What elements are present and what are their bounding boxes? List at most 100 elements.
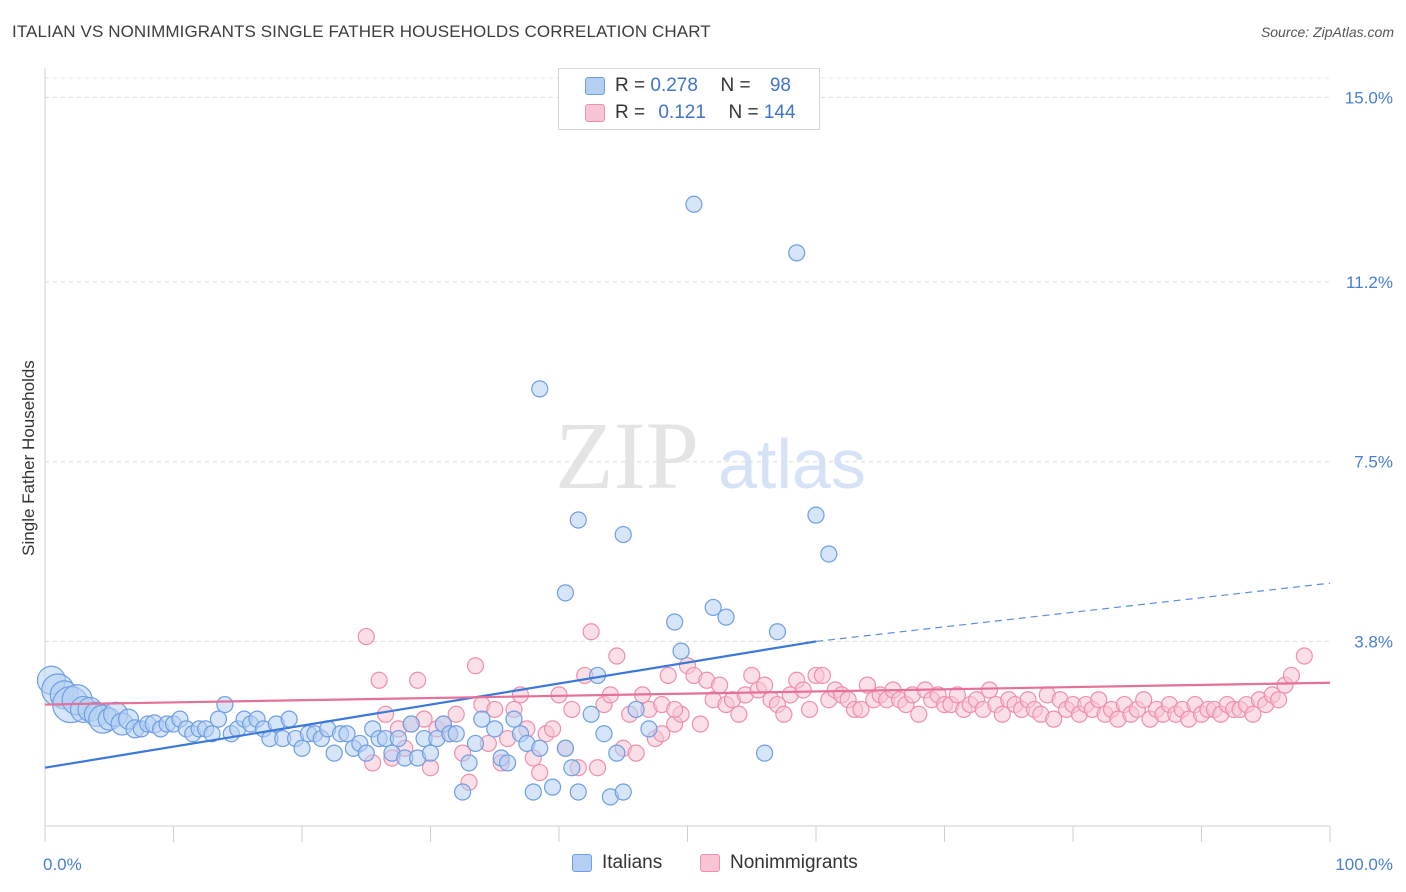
nonimmigrants-point [608,647,626,665]
y-axis-label: Single Father Households [19,360,38,556]
nonimmigrants-point [376,705,395,723]
legend-r-label: R = [615,102,651,123]
watermark-atlas: atlas [718,425,866,503]
italians-point [338,725,356,743]
legend-r-label: R = [615,75,651,96]
nonimmigrants-point [858,676,877,694]
italians-point [820,545,838,563]
italians-point [216,695,234,714]
italians-point [556,584,575,602]
nonimmigrants-trend-line [44,681,1331,706]
italians-point [543,778,562,796]
italians-point [614,525,632,544]
legend-n-label: N = [720,75,756,96]
legend-swatch-italians [585,77,605,95]
nonimmigrants-point [370,671,388,689]
nonimmigrants-point [1295,647,1313,665]
italians-point [556,739,575,757]
nonimmigrants-point [627,744,645,762]
chart-title: ITALIAN VS NONIMMIGRANTS SINGLE FATHER H… [12,22,711,41]
legend-r-value: 0.278 [650,75,698,96]
legend-n-value: 98 [769,75,791,96]
italians-point [768,623,787,641]
legend-n-value: 144 [763,102,796,123]
legend-label-nonimmigrants: Nonimmigrants [730,852,858,873]
italians-point [402,715,420,733]
legend-n-label: N = [728,102,764,123]
italians-point [421,744,440,762]
tick-labels: 3.8% 7.5% 11.2% 15.0% 0.0% 100.0% [43,88,1393,874]
italians-point [807,506,825,524]
nonimmigrants-point [730,705,748,723]
legend-swatch-nonimmigrants [700,854,720,872]
nonimmigrants-point [447,705,465,723]
stats-legend: R = 0.278 N = 98 R = 0.121 N = 144 [558,68,820,130]
nonimmigrants-point [813,666,832,685]
italians-point [755,744,774,762]
italians-point [325,744,343,762]
nonimmigrants-point [948,686,966,704]
nonimmigrants-point [755,676,774,694]
nonimmigrants-point [531,763,549,782]
nonimmigrants-point [800,700,819,719]
italians-point [563,759,581,777]
nonimmigrants-point [1135,691,1153,709]
nonimmigrants-point [691,715,709,733]
nonimmigrants-point [743,666,761,685]
italians-point [447,725,465,743]
watermark-zip: ZIP [555,402,699,509]
italians-point [524,783,542,801]
italians-point [486,720,504,738]
nonimmigrants-point [980,681,999,699]
nonimmigrants-points [357,623,1313,791]
x-tick-label: 100.0% [1335,855,1393,874]
nonimmigrants-point [588,759,607,777]
nonimmigrants-point [666,700,684,719]
legend-label-italians: Italians [602,852,663,873]
nonimmigrants-point [1269,691,1288,709]
italians-point [466,734,485,753]
italians-point [595,725,613,743]
italians-point [672,642,690,660]
legend-swatch-italians [572,854,592,872]
nonimmigrants-point [409,671,427,689]
italians-point [608,744,626,762]
italians-trend-extension [815,582,1331,643]
italians-trend-line [44,640,817,769]
italians-point [203,725,221,743]
trend-lines [44,582,1331,769]
italians-point [293,739,311,757]
grid-lines [45,77,1330,642]
nonimmigrants-point [582,623,600,641]
italians-point [666,613,684,631]
italians-point [569,511,587,529]
nonimmigrants-point [466,657,485,675]
italians-points [36,195,838,806]
italians-point [531,380,549,398]
italians-point [280,710,298,728]
legend-swatch-nonimmigrants [585,104,605,122]
italians-point [499,754,517,772]
nonimmigrants-point [659,666,677,685]
nonimmigrants-point [775,705,793,723]
italians-point [582,705,600,723]
legend-r-value: 0.121 [658,102,706,123]
nonimmigrants-point [711,676,729,694]
y-tick-label: 15.0% [1345,88,1393,107]
y-tick-label: 7.5% [1354,453,1393,472]
italians-point [788,244,806,262]
nonimmigrants-point [910,705,928,723]
italians-point [505,710,523,728]
italians-point [685,195,703,213]
italians-point [454,783,472,801]
nonimmigrants-point [357,627,375,646]
nonimmigrants-point [563,700,581,719]
x-tick-label: 0.0% [43,855,82,874]
italians-point [209,710,228,728]
italians-point [704,598,722,617]
italians-point [473,710,491,728]
italians-point [569,783,587,801]
nonimmigrants-point [486,700,504,719]
nonimmigrants-point [794,681,812,699]
